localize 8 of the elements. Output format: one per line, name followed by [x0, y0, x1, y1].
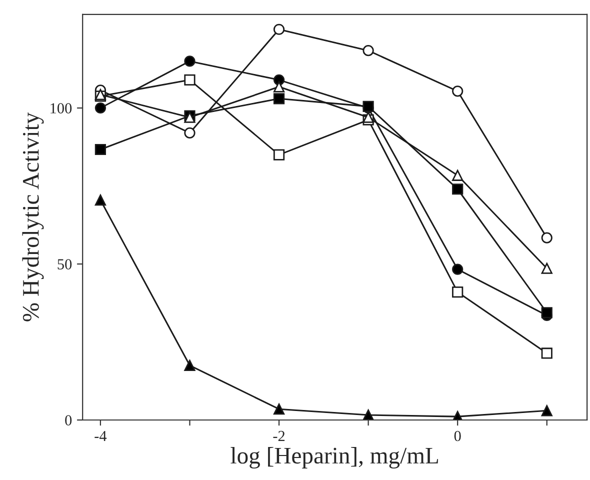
x-tick-label: -2 [273, 430, 285, 442]
x-axis-title: log [Heparin], mg/mL [230, 447, 438, 469]
y-tick-label: 0 [65, 415, 72, 426]
x-tick-label: -4 [94, 430, 107, 442]
y-tick-label: 100 [50, 103, 72, 114]
x-tick-label: 0 [454, 430, 461, 442]
y-tick-label: 50 [58, 259, 72, 270]
y-axis-title: % Hydrolytic Activity [22, 112, 44, 322]
